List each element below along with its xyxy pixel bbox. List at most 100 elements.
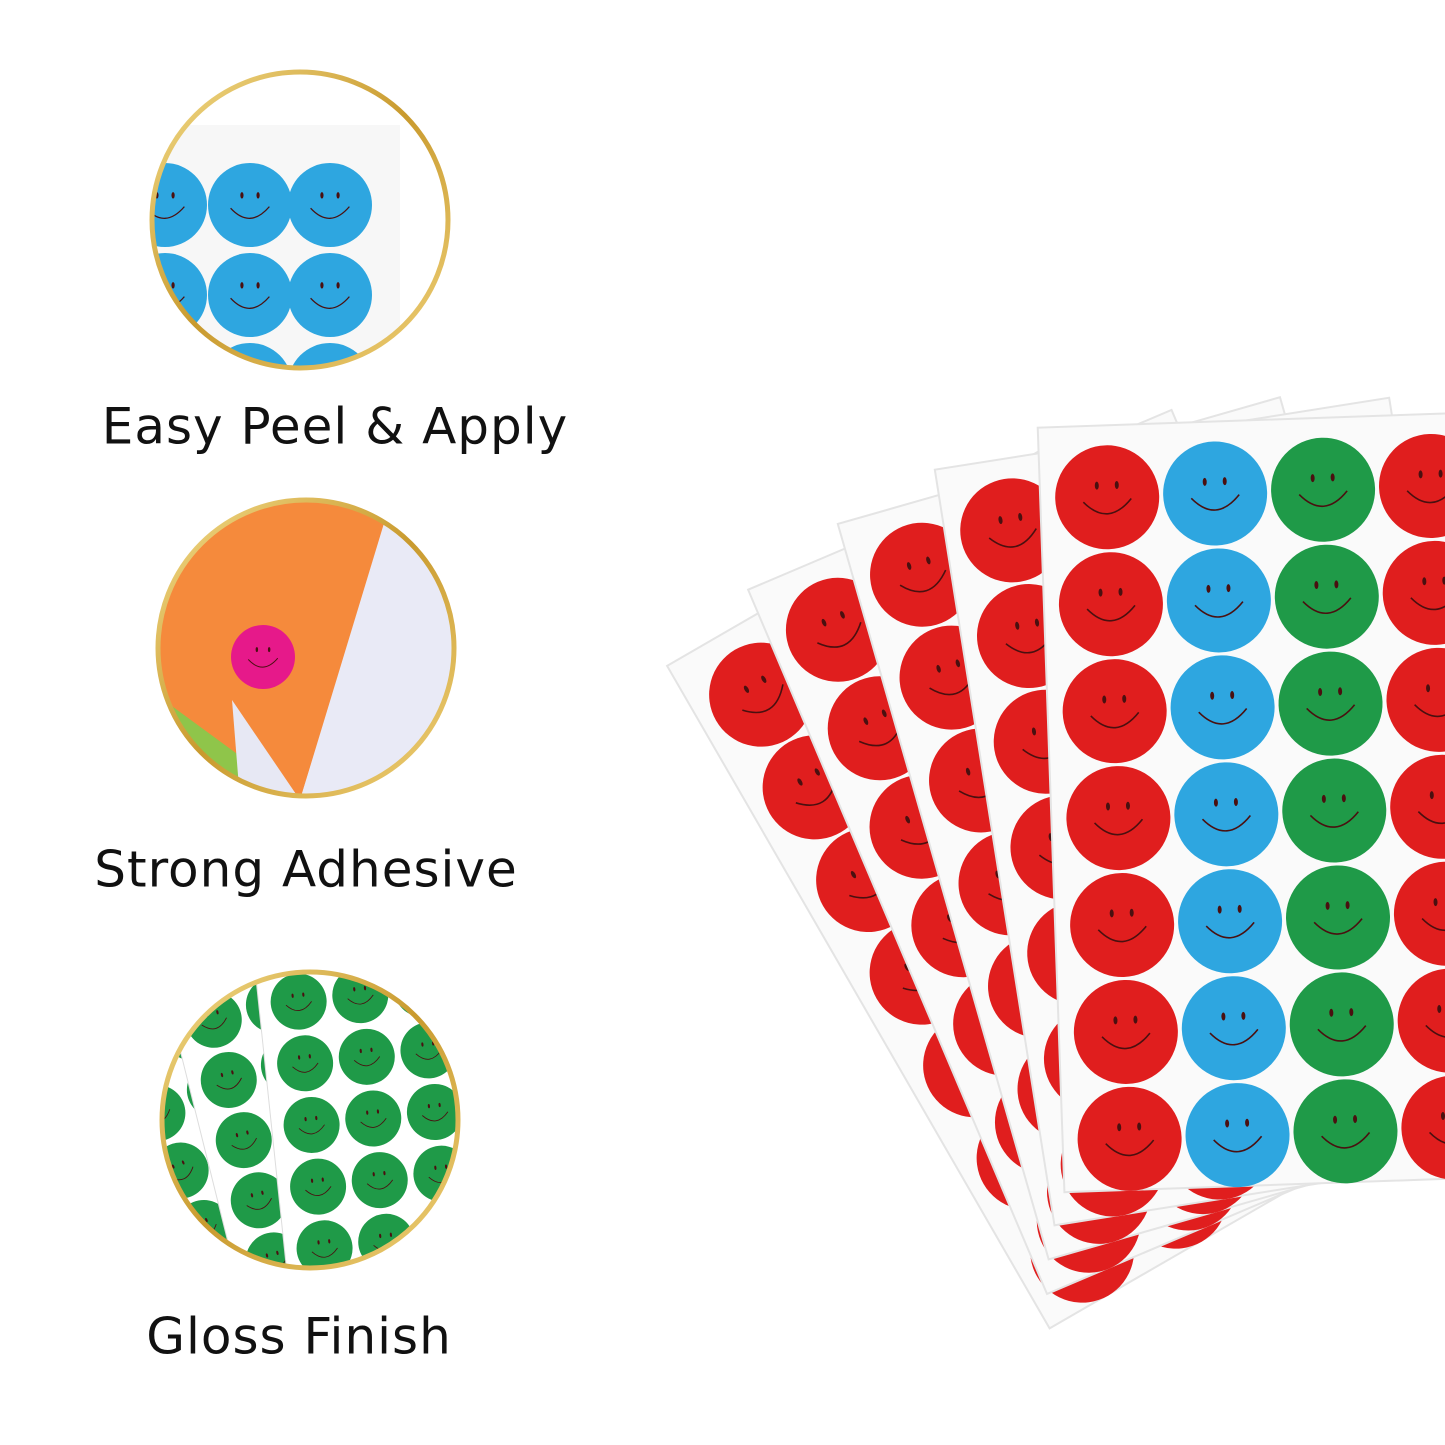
eye (216, 1010, 219, 1015)
eye (125, 1049, 129, 1054)
eye (761, 675, 767, 683)
sticker (1058, 552, 1163, 657)
smile (231, 1137, 257, 1150)
sticker (1386, 647, 1445, 752)
sticker (1379, 433, 1445, 538)
smile (1306, 704, 1356, 721)
eye (315, 1115, 318, 1121)
sticker-sheets (665, 395, 1445, 1330)
eye (218, 1279, 222, 1284)
smile (1321, 1132, 1371, 1149)
smiley-sticker (351, 1152, 408, 1209)
smile (353, 1056, 381, 1067)
smiley-sticker (1181, 976, 1286, 1081)
smile (1425, 1021, 1445, 1038)
sticker (406, 1084, 456, 1141)
eye (1241, 1011, 1246, 1020)
eye (135, 1045, 139, 1050)
eye (182, 1026, 186, 1031)
eye (255, 647, 259, 653)
eye (256, 282, 260, 289)
eye (1330, 473, 1335, 482)
smiley-sticker (290, 1158, 347, 1215)
smile (1302, 597, 1352, 615)
smile (366, 1179, 394, 1190)
smiley-sticker (154, 163, 207, 247)
eye (267, 647, 271, 653)
smiley-sticker (345, 1090, 402, 1147)
eye (1221, 1012, 1226, 1021)
eye (246, 1130, 249, 1135)
smile (742, 684, 784, 714)
smiley-sticker (1066, 766, 1171, 871)
eye (250, 1193, 254, 1198)
smile (1205, 921, 1255, 939)
sticker (1293, 1079, 1398, 1184)
eye (171, 192, 175, 199)
eye (1217, 905, 1222, 914)
smile (1082, 497, 1132, 515)
smiley-sticker (1077, 1086, 1182, 1191)
eye (328, 1239, 331, 1244)
eye (1213, 798, 1218, 807)
sticker (296, 1220, 353, 1266)
smile (434, 1234, 456, 1245)
smiley-sticker (1274, 544, 1379, 649)
sticker (1393, 861, 1445, 966)
eye (372, 1172, 375, 1177)
smiley-sticker (1386, 647, 1445, 752)
eye (451, 1226, 454, 1231)
smiley-sticker (1397, 968, 1445, 1073)
sticker (960, 478, 1065, 583)
eye (444, 1164, 448, 1169)
sticker (208, 253, 292, 337)
smiley-sticker (164, 1085, 186, 1142)
sticker (1282, 758, 1387, 863)
smile (347, 994, 374, 1005)
feature-ring (155, 497, 457, 799)
eye (366, 1110, 369, 1115)
smiley-sticker (1289, 972, 1394, 1077)
eye (1245, 1118, 1250, 1127)
smiley-sticker (270, 974, 327, 1030)
eye (434, 1165, 437, 1170)
sticker (1401, 1075, 1445, 1180)
smile (1101, 1032, 1151, 1050)
smile (1421, 914, 1445, 932)
sticker-sheet (1036, 410, 1445, 1194)
sticker (1070, 873, 1175, 978)
smile (1317, 1025, 1367, 1042)
smiley-sticker (1070, 873, 1175, 978)
sticker (1174, 762, 1279, 867)
sticker (277, 1035, 334, 1092)
sticker (1382, 540, 1445, 645)
smile (230, 296, 270, 309)
eye (1226, 584, 1231, 593)
eye (376, 1109, 380, 1114)
eye (414, 980, 418, 985)
eye (205, 1217, 208, 1223)
sticker (1289, 972, 1394, 1077)
smile (1201, 814, 1252, 832)
smiley-sticker (1058, 552, 1163, 657)
eye (840, 611, 845, 619)
eye (1031, 727, 1037, 736)
eye (389, 1232, 392, 1237)
eye (1109, 909, 1114, 918)
smiley-sticker (1286, 865, 1391, 970)
smiley-sticker (1073, 979, 1178, 1084)
eye (383, 1171, 386, 1176)
eye (304, 1116, 307, 1122)
eye (1237, 904, 1242, 913)
smiley-sticker (1390, 754, 1445, 859)
eye (1210, 691, 1215, 700)
eye (1338, 687, 1343, 696)
smile (310, 296, 350, 309)
smiley-sticker (1379, 433, 1445, 538)
eye (965, 767, 971, 776)
eye (320, 192, 324, 199)
eye (336, 192, 340, 199)
eye (438, 1102, 441, 1108)
sticker (1062, 659, 1167, 764)
